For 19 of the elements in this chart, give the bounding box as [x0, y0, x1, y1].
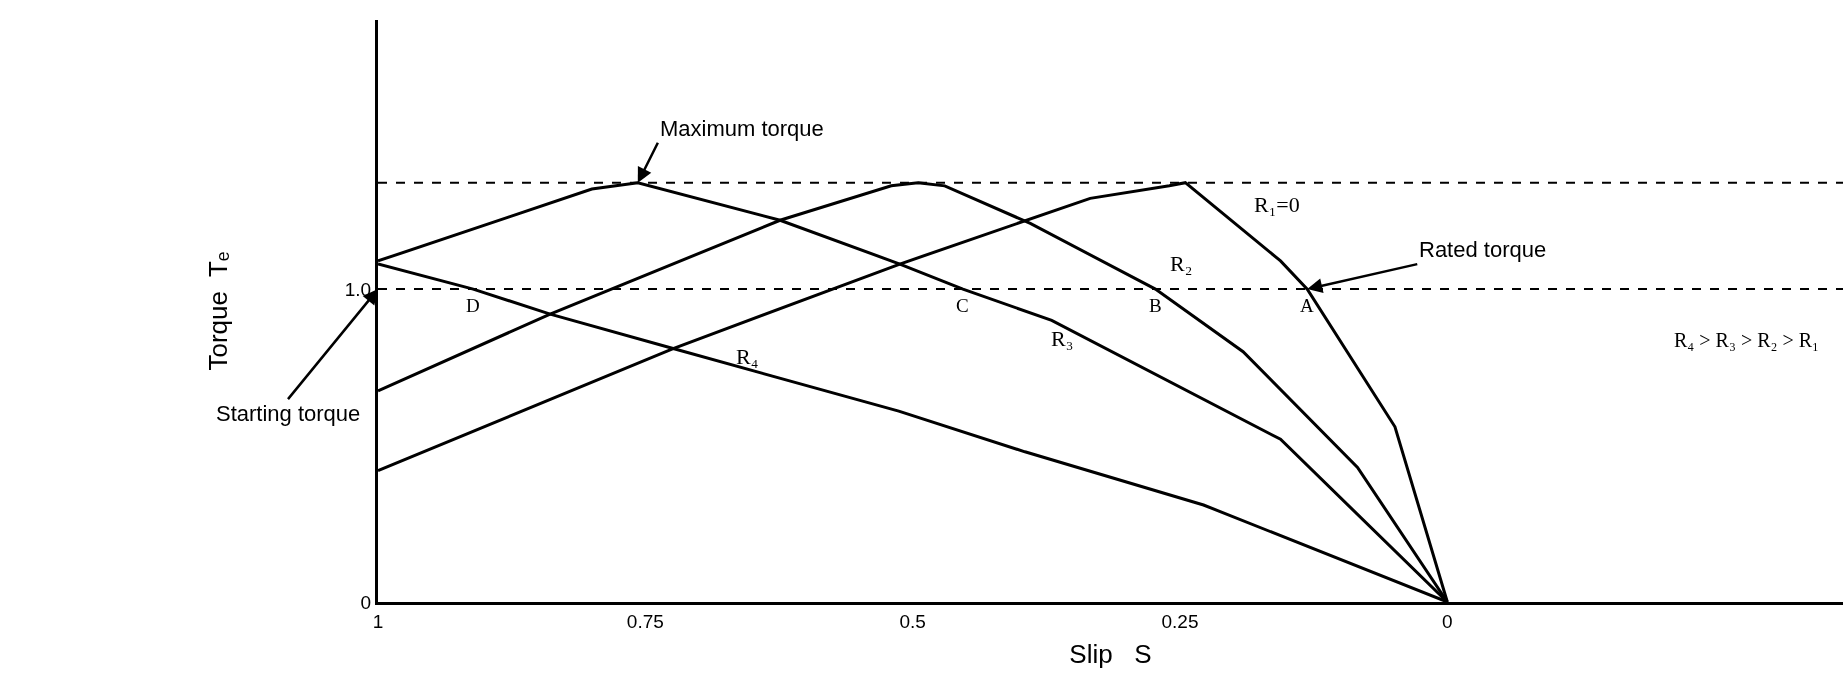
series-label: R₁=0 [1254, 192, 1300, 217]
series-label: R₄ [736, 344, 759, 369]
annotation: D [466, 295, 480, 316]
annotation: R₄ > R₃ > R₂ > R₁ [1674, 329, 1820, 351]
annotation: Rated torque [1419, 237, 1547, 262]
annotation: Maximum torque [660, 116, 824, 141]
annotation: A [1300, 295, 1314, 316]
series-label: R₂ [1170, 251, 1193, 276]
annotation: Starting torque [216, 401, 361, 426]
x-tick-label: 0.5 [899, 610, 926, 632]
annotation: C [956, 295, 969, 316]
x-axis-title: Slip S [1069, 639, 1152, 670]
series-label: R₃ [1051, 326, 1074, 351]
annotation: B [1149, 295, 1162, 316]
x-tick-label: 1 [372, 610, 384, 632]
x-tick-label: 0.75 [626, 610, 664, 632]
y-axis-title: Torque Tₑ [203, 251, 234, 371]
x-tick-label: 0 [1442, 610, 1453, 632]
x-tick-label: 0.25 [1161, 610, 1199, 632]
